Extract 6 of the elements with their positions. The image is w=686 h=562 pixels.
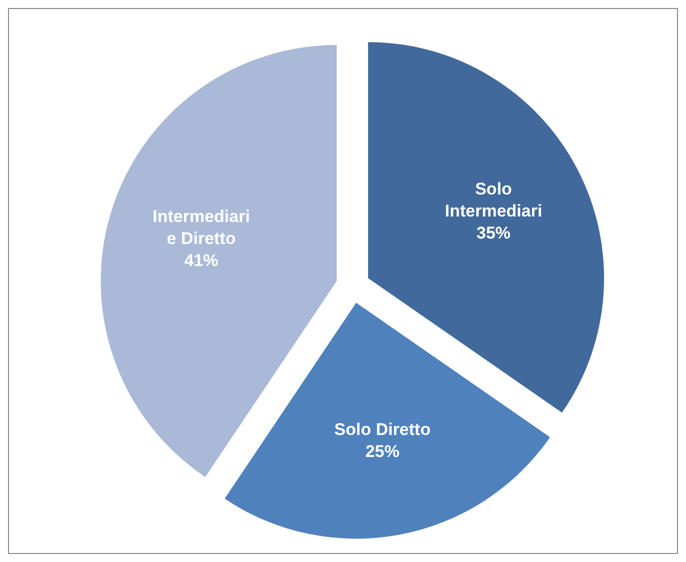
slice-label: Intermediari e Diretto: [152, 207, 250, 248]
slice-label: Solo Diretto: [334, 420, 431, 440]
data-label: 35%: [476, 224, 511, 243]
data-label: 41%: [184, 251, 218, 270]
slice-label: Solo Intermediari: [444, 180, 542, 221]
data-label: 25%: [365, 442, 400, 462]
